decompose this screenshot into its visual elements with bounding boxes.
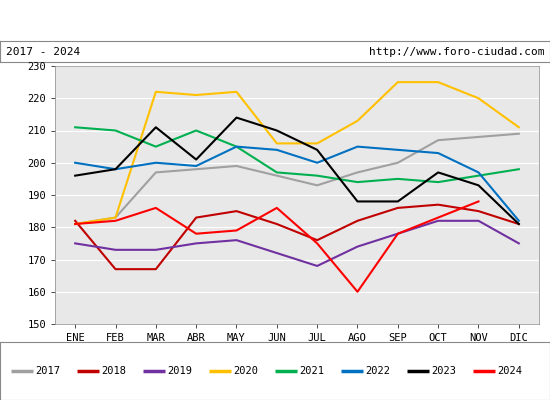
Text: 2024: 2024 — [498, 366, 522, 376]
Text: http://www.foro-ciudad.com: http://www.foro-ciudad.com — [369, 47, 544, 57]
Text: 2017 - 2024: 2017 - 2024 — [6, 47, 80, 57]
Text: 2023: 2023 — [432, 366, 456, 376]
Text: 2019: 2019 — [168, 366, 192, 376]
Text: 2018: 2018 — [102, 366, 126, 376]
Text: 2022: 2022 — [366, 366, 390, 376]
Text: 2021: 2021 — [300, 366, 324, 376]
Text: 2017: 2017 — [36, 366, 60, 376]
Text: 2020: 2020 — [234, 366, 258, 376]
Text: Evolucion del paro registrado en Rioja: Evolucion del paro registrado en Rioja — [117, 12, 433, 30]
